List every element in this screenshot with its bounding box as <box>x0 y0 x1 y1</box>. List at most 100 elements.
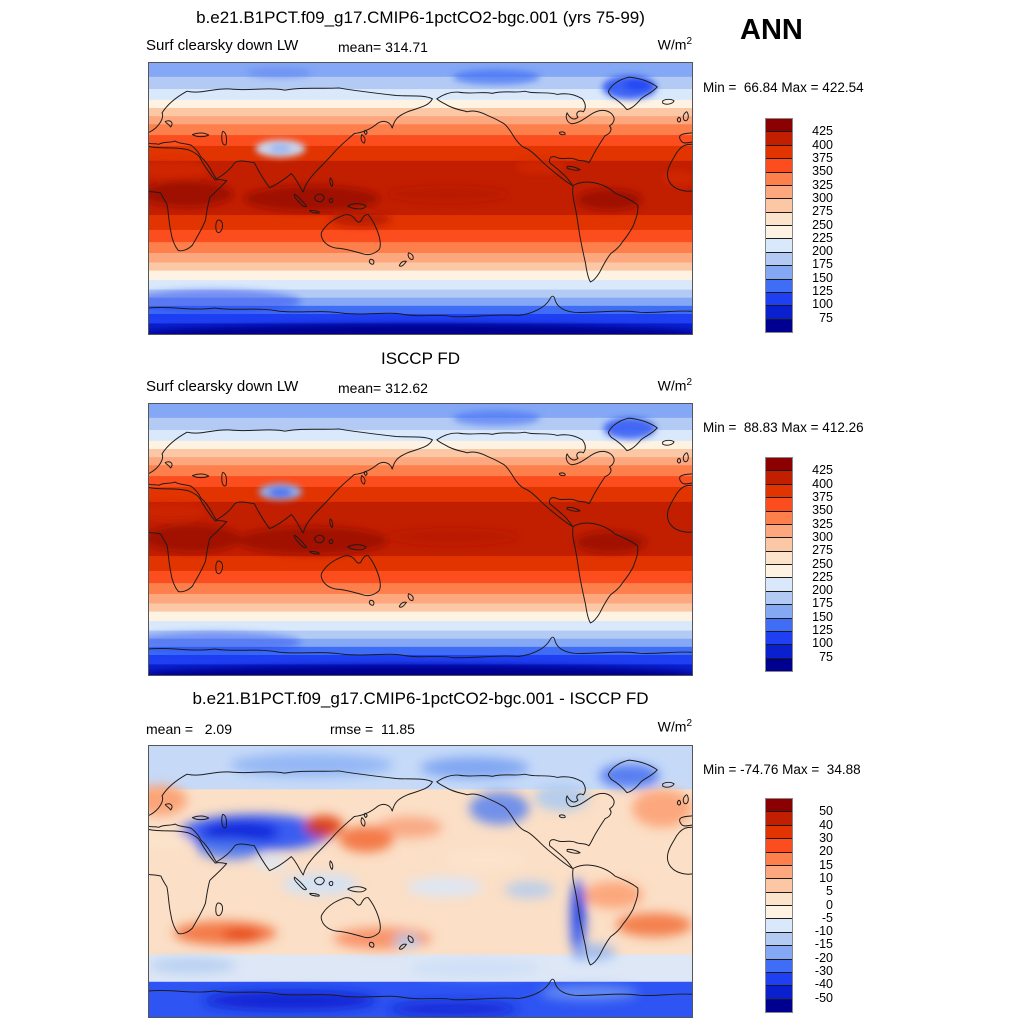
colorbar-tick-label: 50 <box>819 804 833 819</box>
colorbar-tick-label: 75 <box>819 649 833 664</box>
panel2-title: ISCCP FD <box>380 349 461 368</box>
colorbar-tick-label: 425 <box>812 124 833 139</box>
colorbar-tick-label: 250 <box>812 556 833 571</box>
colorbar-cell <box>766 999 792 1012</box>
colorbar-tick-label: 175 <box>812 257 833 272</box>
colorbar-cell <box>766 986 792 1000</box>
colorbar-cell <box>766 119 792 133</box>
colorbar-tick-label: 200 <box>812 244 833 259</box>
colorbar-tick-label: 30 <box>819 830 833 845</box>
panel1-units-label: W/m2 <box>560 36 692 53</box>
season-label: ANN <box>740 14 803 46</box>
panel1-mean-label: mean= 314.71 <box>338 39 428 55</box>
colorbar-tick-label: 325 <box>812 177 833 192</box>
colorbar-tick-label: 375 <box>812 489 833 504</box>
colorbar-cell <box>766 524 792 539</box>
colorbar-cell <box>766 292 792 307</box>
units-exponent: 2 <box>686 377 692 388</box>
colorbar-cell <box>766 658 792 671</box>
colorbar-tick-label: 0 <box>826 897 833 912</box>
colorbar-cell <box>766 145 792 160</box>
colorbar-tick-label: 100 <box>812 297 833 312</box>
colorbar-tick-label: 300 <box>812 529 833 544</box>
colorbar-cell <box>766 825 792 840</box>
colorbar-cell <box>766 279 792 293</box>
colorbar-cell <box>766 932 792 947</box>
panel3-units-label: W/m2 <box>560 718 692 735</box>
colorbar-cell <box>766 645 792 659</box>
units-base: W/m <box>657 36 687 53</box>
colorbar-cell <box>766 919 792 933</box>
colorbar-cell <box>766 812 792 826</box>
panel3-colorbar: 50 40 30 20 15 10 5 0 -5 -10 -15 -20 -30 -40 -50 <box>765 798 840 1013</box>
colorbar-strip <box>765 457 793 672</box>
colorbar-cell <box>766 972 792 987</box>
colorbar-cell <box>766 631 792 646</box>
colorbar-tick-label: 10 <box>819 870 833 885</box>
colorbar-cell <box>766 538 792 552</box>
colorbar-cell <box>766 266 792 280</box>
panel3-mean-label: mean = 2.09 <box>146 721 233 737</box>
colorbar-tick-label: 425 <box>812 463 833 478</box>
colorbar-tick-label: -30 <box>814 964 833 979</box>
colorbar-tick-label: -10 <box>814 924 833 939</box>
panel2-units-label: W/m2 <box>560 377 692 394</box>
colorbar-cell <box>766 865 792 880</box>
units-base: W/m <box>657 377 687 394</box>
colorbar-cell <box>766 565 792 579</box>
colorbar-tick-label: 375 <box>812 150 833 165</box>
colorbar-tick-label: 150 <box>812 270 833 285</box>
panel1-title: b.e21.B1PCT.f09_g17.CMIP6-1pctCO2-bgc.00… <box>196 8 645 27</box>
colorbar-strip <box>765 118 793 333</box>
colorbar-cell <box>766 498 792 512</box>
panel3-rmse-label: rmse = 11.85 <box>330 721 415 737</box>
colorbar-tick-label: -15 <box>814 937 833 952</box>
colorbar-cell <box>766 959 792 973</box>
colorbar-cell <box>766 212 792 226</box>
units-base: W/m <box>657 718 687 735</box>
colorbar-cell <box>766 319 792 332</box>
panel2-minmax: Min = 88.83 Max = 412.26 <box>703 420 864 435</box>
colorbar-tick-label: 15 <box>819 857 833 872</box>
colorbar-cell <box>766 618 792 632</box>
panel2-mean-label: mean= 312.62 <box>338 380 428 396</box>
panel1-minmax: Min = 66.84 Max = 422.54 <box>703 80 864 95</box>
colorbar-tick-label: 350 <box>812 164 833 179</box>
colorbar-tick-label: 400 <box>812 137 833 152</box>
colorbar-tick-label: 125 <box>812 623 833 638</box>
colorbar-cell <box>766 839 792 853</box>
panel2-map <box>148 403 693 676</box>
colorbar-tick-label: 275 <box>812 204 833 219</box>
colorbar-tick-label: 400 <box>812 476 833 491</box>
panel2-field-anomalies <box>149 410 692 675</box>
panel1-field-anomalies <box>149 67 692 334</box>
panel2-map-svg <box>149 404 692 675</box>
panel3-map-svg <box>149 746 692 1017</box>
colorbar-tick-label: 275 <box>812 543 833 558</box>
colorbar-tick-label: 175 <box>812 596 833 611</box>
colorbar-strip <box>765 798 793 1013</box>
panel3-map <box>148 745 693 1018</box>
colorbar-cell <box>766 306 792 320</box>
colorbar-tick-label: 75 <box>819 310 833 325</box>
colorbar-tick-label: 325 <box>812 516 833 531</box>
colorbar-tick-label: 20 <box>819 844 833 859</box>
colorbar-cell <box>766 879 792 893</box>
colorbar-cell <box>766 578 792 592</box>
colorbar-cell <box>766 511 792 525</box>
colorbar-cell <box>766 471 792 485</box>
colorbar-tick-label: -40 <box>814 977 833 992</box>
colorbar-cell <box>766 852 792 866</box>
panel3-minmax: Min = -74.76 Max = 34.88 <box>703 762 861 777</box>
colorbar-cell <box>766 185 792 200</box>
colorbar-tick-label: -50 <box>814 990 833 1005</box>
panel3-title: b.e21.B1PCT.f09_g17.CMIP6-1pctCO2-bgc.00… <box>192 689 649 708</box>
colorbar-cell <box>766 799 792 813</box>
colorbar-tick-label: 225 <box>812 569 833 584</box>
colorbar-tick-label: -5 <box>821 910 833 925</box>
colorbar-cell <box>766 591 792 606</box>
colorbar-tick-label: 150 <box>812 609 833 624</box>
colorbar-tick-label: 250 <box>812 217 833 232</box>
colorbar-cell <box>766 239 792 253</box>
colorbar-cell <box>766 458 792 472</box>
